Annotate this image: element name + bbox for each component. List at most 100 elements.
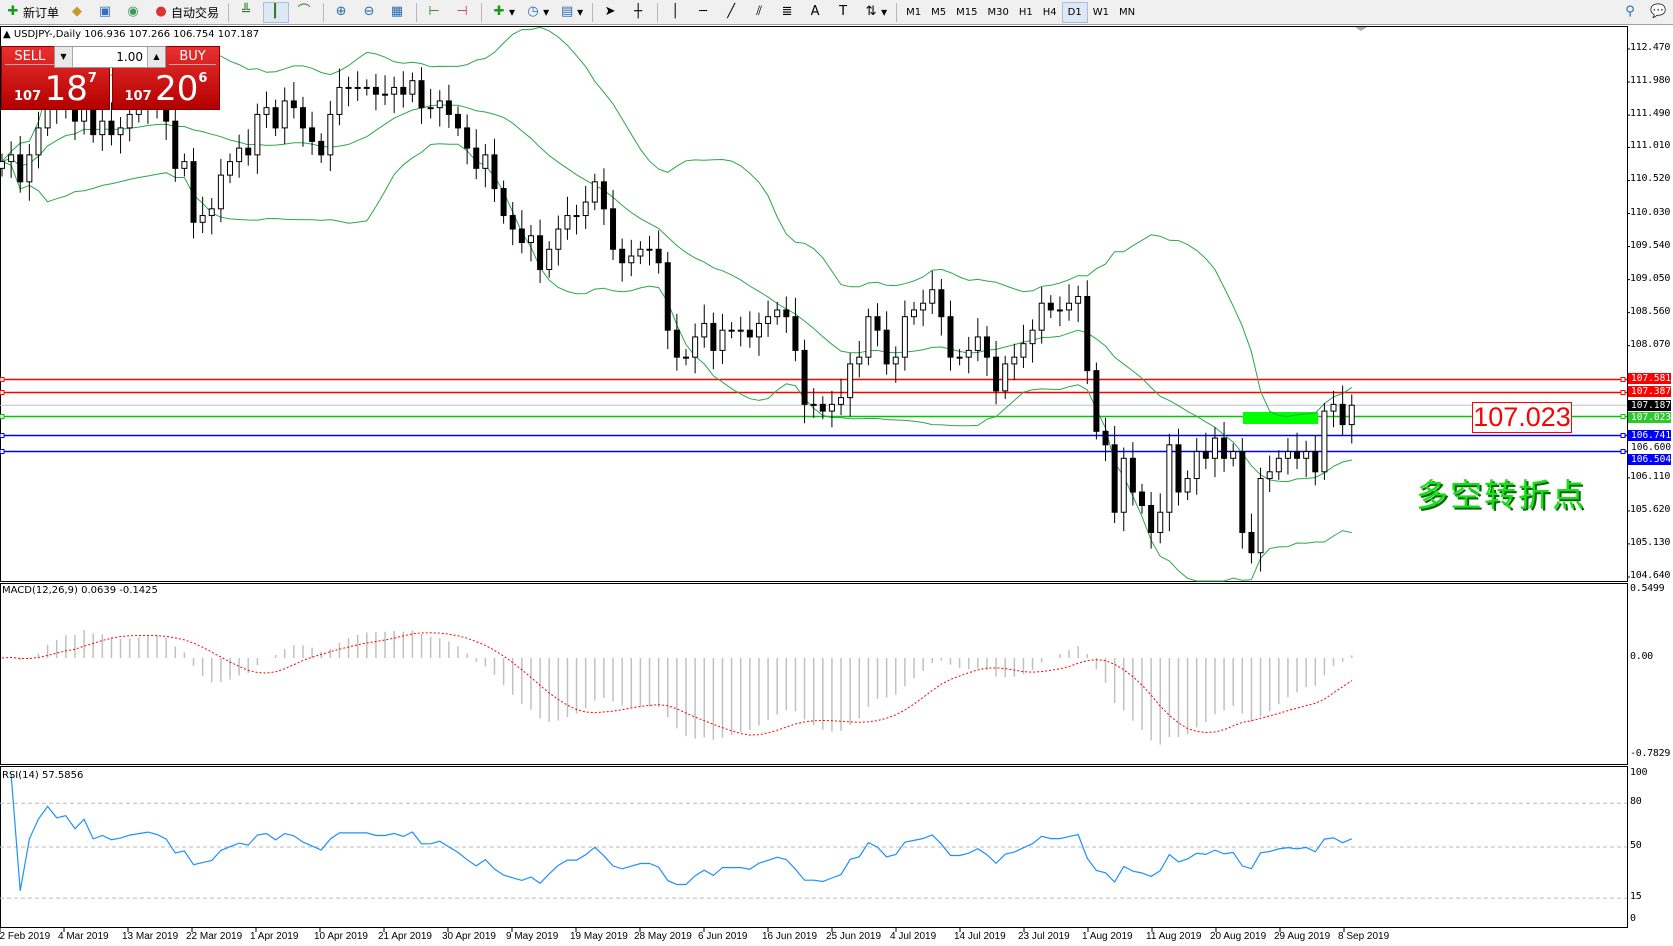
- line-handle[interactable]: [1620, 390, 1626, 395]
- line-handle[interactable]: [0, 390, 5, 395]
- templates-button[interactable]: ▤ ▾: [560, 4, 584, 19]
- candle-bearish: [190, 161, 197, 223]
- candle-bullish: [1211, 437, 1218, 459]
- candle-bearish: [500, 188, 507, 217]
- price-tag: 106.600: [1628, 441, 1671, 453]
- zoom-out-button[interactable]: ⊖: [358, 2, 382, 23]
- arrows-button[interactable]: ⇅ ▾: [860, 2, 890, 23]
- zoom-in-button[interactable]: ⊕: [330, 2, 354, 23]
- folder-icon: ◆: [72, 4, 83, 19]
- price-axis-label: 110.030: [1630, 206, 1671, 218]
- timeframe-m5[interactable]: M5: [931, 6, 947, 18]
- candle-bearish: [600, 181, 607, 210]
- candle-bullish: [327, 113, 334, 156]
- date-axis-label: 1 Apr 2019: [250, 931, 299, 942]
- candle-bearish: [1239, 451, 1246, 533]
- line-handle[interactable]: [0, 433, 5, 438]
- lot-increase-button[interactable]: ▲: [147, 47, 165, 67]
- indicators-button[interactable]: ✚ ▾: [488, 2, 518, 23]
- date-axis-label: 21 Apr 2019: [378, 931, 432, 942]
- date-axis-label: 29 Aug 2019: [1274, 931, 1331, 942]
- line-handle[interactable]: [1620, 449, 1626, 454]
- timeframe-m30[interactable]: M30: [987, 6, 1009, 18]
- text-button[interactable]: A: [804, 2, 828, 23]
- line-handle[interactable]: [0, 449, 5, 454]
- chat-button[interactable]: 💬: [1647, 2, 1671, 23]
- auto-trading-button[interactable]: ● 自动交易: [150, 2, 222, 23]
- timeframe-m15[interactable]: M15: [956, 6, 978, 18]
- candle-bullish: [1284, 451, 1291, 459]
- crosshair-button[interactable]: ┼: [627, 2, 651, 23]
- data-window-button[interactable]: ▣: [94, 2, 118, 23]
- candle-bullish: [1056, 309, 1063, 312]
- candlestick-button[interactable]: ┃: [263, 1, 290, 23]
- candle-bullish: [363, 86, 370, 89]
- cursor-button[interactable]: ➤: [599, 2, 623, 23]
- candle-bullish: [847, 363, 854, 399]
- text-label-button[interactable]: T: [832, 2, 856, 23]
- horizontal-line-button[interactable]: ─: [692, 2, 716, 23]
- market-watch-button[interactable]: ◆: [66, 2, 90, 23]
- candle-bullish: [1330, 403, 1337, 412]
- candle-bearish: [299, 107, 306, 129]
- lot-input[interactable]: 1.00: [116, 50, 143, 64]
- price-annotation-label[interactable]: 107.023: [1472, 402, 1572, 433]
- candle-bearish: [801, 349, 808, 405]
- new-order-label: 新订单: [23, 5, 60, 20]
- timeframe-m1[interactable]: M1: [906, 6, 922, 18]
- trendline-button[interactable]: ╱: [720, 2, 744, 23]
- bar-chart-button[interactable]: ╩: [235, 2, 259, 23]
- timeframe-mn[interactable]: MN: [1118, 6, 1136, 18]
- chart-shift-icon: ⊣: [456, 4, 468, 19]
- timeframe-d1[interactable]: D1: [1061, 1, 1088, 23]
- fibonacci-button[interactable]: ≣: [776, 2, 800, 23]
- candle-bullish: [99, 120, 106, 136]
- timeframe-h1[interactable]: H1: [1018, 6, 1033, 18]
- candle-bullish: [336, 86, 343, 115]
- line-handle[interactable]: [1620, 414, 1626, 419]
- toolbar-separator: [592, 2, 594, 22]
- tile-windows-button[interactable]: ▦: [386, 2, 410, 23]
- candle-bullish: [126, 113, 133, 129]
- candle-bearish: [792, 316, 799, 351]
- candle-bearish: [491, 154, 498, 190]
- channel-button[interactable]: ⫽: [748, 2, 772, 23]
- signals-button[interactable]: ◉: [122, 2, 146, 23]
- candle-bullish: [427, 107, 434, 110]
- line-chart-button[interactable]: ⌒: [293, 2, 317, 23]
- candle-bearish: [473, 147, 480, 169]
- lot-decrease-button[interactable]: ▼: [55, 47, 73, 67]
- line-handle[interactable]: [1620, 433, 1626, 438]
- chart-shift-button[interactable]: ⊣: [451, 2, 475, 23]
- timeframe-w1[interactable]: W1: [1092, 6, 1109, 18]
- buy-price: 107 206: [124, 69, 208, 109]
- line-handle[interactable]: [1620, 377, 1626, 382]
- candle-bullish: [1230, 451, 1237, 459]
- line-handle[interactable]: [0, 377, 5, 382]
- auto-scroll-button[interactable]: ⊢: [423, 2, 447, 23]
- candle-bearish: [318, 140, 325, 156]
- price-axis-label: 109.050: [1630, 272, 1671, 284]
- candle-bearish: [272, 107, 279, 129]
- toolbar-separator: [896, 2, 898, 22]
- candle-bullish: [1066, 302, 1073, 311]
- chart-shift-marker[interactable]: [1355, 27, 1367, 31]
- candle-bullish: [35, 127, 42, 156]
- candle-bullish: [564, 215, 571, 230]
- new-order-button[interactable]: ✚ 新订单: [2, 2, 62, 23]
- candle-bullish: [1257, 478, 1264, 554]
- vertical-line-button[interactable]: │: [664, 2, 688, 23]
- search-button[interactable]: ⚲: [1619, 2, 1643, 23]
- lot-size-stepper[interactable]: ▼ 1.00 ▲: [54, 46, 166, 68]
- timeframe-h4[interactable]: H4: [1042, 6, 1057, 18]
- candle-bearish: [710, 322, 717, 351]
- sell-label: SELL: [5, 49, 55, 65]
- periods-button[interactable]: ◷ ▾: [522, 2, 552, 23]
- line-handle[interactable]: [0, 414, 5, 419]
- candle-bullish: [856, 356, 863, 365]
- date-axis-label: 25 Jun 2019: [826, 931, 882, 942]
- candle-bearish: [947, 316, 954, 358]
- date-axis-label: 23 Jul 2019: [1018, 931, 1070, 942]
- turning-point-annotation[interactable]: 多空转折点: [1416, 476, 1587, 514]
